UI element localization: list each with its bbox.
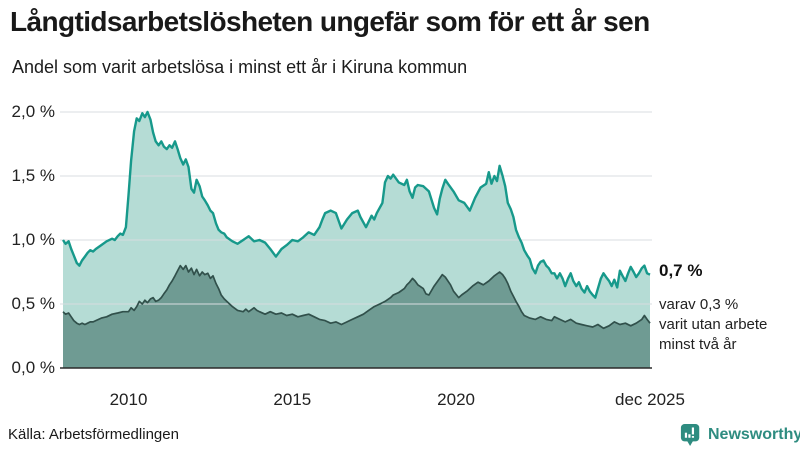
newsworthy-logo-text: Newsworthy — [708, 426, 800, 443]
page-title: Långtidsarbetslösheten ungefär som för e… — [10, 6, 650, 37]
source-credit: Källa: Arbetsförmedlingen — [8, 426, 179, 443]
secondary-value-line: varit utan arbete — [659, 316, 768, 333]
x-axis-tick-label: 2010 — [109, 390, 148, 409]
secondary-value-line: varav 0,3 % — [659, 296, 739, 313]
area-series-1 — [63, 265, 650, 368]
secondary-value-line: minst två år — [659, 336, 737, 353]
x-axis-tick-label: 2015 — [273, 390, 312, 409]
secondary-value-label: varav 0,3 % varit utan arbete minst två … — [659, 295, 767, 355]
line-series-1 — [62, 264, 651, 330]
newsworthy-logo: Newsworthy — [680, 422, 800, 448]
y-axis-tick-label: 0,0 % — [11, 358, 55, 377]
y-axis-tick-label: 2,0 % — [11, 102, 55, 121]
y-axis-tick-label: 0,5 % — [11, 294, 55, 313]
latest-value-label: 0,7 % — [659, 261, 703, 280]
line-series-0 — [62, 110, 651, 299]
y-axis-tick-label: 1,5 % — [11, 166, 55, 185]
x-axis-tick-label: 2020 — [437, 390, 475, 409]
chart-subtitle: Andel som varit arbetslösa i minst ett å… — [12, 57, 468, 77]
x-axis-tick-label: dec 2025 — [615, 390, 685, 409]
y-axis-tick-label: 1,0 % — [11, 230, 55, 249]
newsworthy-logo-icon — [680, 424, 700, 446]
